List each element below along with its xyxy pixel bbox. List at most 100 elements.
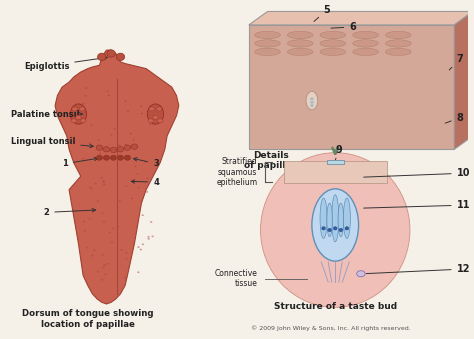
Ellipse shape	[385, 48, 411, 56]
Ellipse shape	[287, 48, 313, 56]
Text: Lingual tonsil: Lingual tonsil	[11, 137, 93, 148]
Ellipse shape	[320, 40, 346, 47]
Ellipse shape	[148, 119, 154, 123]
Ellipse shape	[84, 112, 86, 113]
Ellipse shape	[93, 250, 96, 251]
Ellipse shape	[328, 228, 331, 232]
Ellipse shape	[124, 100, 127, 102]
Polygon shape	[249, 12, 473, 25]
Ellipse shape	[149, 123, 151, 125]
Ellipse shape	[353, 48, 378, 56]
Text: Palatine tonsil: Palatine tonsil	[11, 111, 82, 119]
Ellipse shape	[385, 40, 411, 47]
Ellipse shape	[108, 95, 110, 96]
Ellipse shape	[255, 31, 280, 39]
Ellipse shape	[72, 107, 77, 111]
Ellipse shape	[99, 153, 101, 154]
Ellipse shape	[134, 158, 137, 159]
Ellipse shape	[306, 91, 318, 110]
Ellipse shape	[80, 119, 86, 123]
Ellipse shape	[345, 227, 349, 230]
Text: © 2009 John Wiley & Sons, Inc. All rights reserved.: © 2009 John Wiley & Sons, Inc. All right…	[251, 325, 411, 331]
Ellipse shape	[120, 249, 123, 251]
Ellipse shape	[89, 218, 91, 220]
Ellipse shape	[130, 133, 132, 134]
Polygon shape	[55, 50, 179, 304]
FancyBboxPatch shape	[249, 25, 454, 149]
Ellipse shape	[110, 147, 117, 153]
Ellipse shape	[320, 31, 346, 39]
Ellipse shape	[104, 274, 107, 275]
Ellipse shape	[86, 247, 89, 248]
Ellipse shape	[287, 31, 313, 39]
Ellipse shape	[125, 252, 128, 254]
Ellipse shape	[261, 153, 410, 307]
Ellipse shape	[70, 104, 87, 124]
Ellipse shape	[255, 48, 280, 56]
Ellipse shape	[140, 105, 142, 107]
Ellipse shape	[327, 203, 332, 237]
Ellipse shape	[102, 180, 105, 182]
Ellipse shape	[97, 139, 100, 141]
Ellipse shape	[124, 155, 130, 160]
Ellipse shape	[76, 115, 81, 119]
Ellipse shape	[125, 185, 128, 186]
Ellipse shape	[156, 107, 162, 111]
Polygon shape	[454, 12, 473, 149]
Ellipse shape	[103, 184, 105, 185]
Ellipse shape	[110, 155, 117, 160]
Ellipse shape	[310, 98, 313, 100]
Ellipse shape	[141, 113, 143, 114]
Ellipse shape	[96, 145, 103, 150]
Ellipse shape	[339, 228, 343, 232]
Ellipse shape	[118, 155, 124, 160]
Ellipse shape	[146, 178, 149, 179]
Ellipse shape	[103, 181, 105, 183]
Ellipse shape	[103, 264, 106, 266]
Ellipse shape	[353, 31, 378, 39]
Text: Connective
tissue: Connective tissue	[214, 269, 257, 288]
Ellipse shape	[103, 221, 105, 222]
Ellipse shape	[85, 87, 88, 89]
Text: Dorsum of tongue showing
location of papillae: Dorsum of tongue showing location of pap…	[22, 310, 154, 329]
Ellipse shape	[110, 134, 113, 136]
Ellipse shape	[147, 236, 150, 238]
Ellipse shape	[137, 272, 139, 273]
Ellipse shape	[125, 258, 128, 260]
Ellipse shape	[111, 241, 113, 243]
Ellipse shape	[134, 165, 137, 167]
Text: Details
of papillae: Details of papillae	[245, 151, 298, 171]
FancyBboxPatch shape	[327, 160, 344, 164]
Ellipse shape	[94, 183, 97, 184]
Ellipse shape	[103, 155, 109, 160]
Ellipse shape	[82, 158, 84, 160]
Ellipse shape	[107, 90, 109, 92]
Text: 7: 7	[449, 54, 464, 70]
Text: 4: 4	[131, 178, 159, 187]
Ellipse shape	[312, 189, 358, 261]
Ellipse shape	[137, 187, 139, 188]
Text: Epiglottis: Epiglottis	[24, 56, 107, 71]
Ellipse shape	[338, 203, 344, 237]
Ellipse shape	[107, 50, 115, 57]
Ellipse shape	[118, 200, 121, 202]
Ellipse shape	[132, 139, 135, 141]
Text: 5: 5	[314, 5, 330, 21]
Text: 3: 3	[134, 158, 159, 168]
Ellipse shape	[127, 111, 129, 112]
Text: 9: 9	[335, 145, 342, 160]
Ellipse shape	[320, 198, 327, 238]
Ellipse shape	[97, 200, 99, 202]
Ellipse shape	[140, 249, 142, 251]
Ellipse shape	[101, 254, 104, 256]
Ellipse shape	[91, 255, 93, 257]
Ellipse shape	[112, 227, 114, 229]
Ellipse shape	[147, 238, 150, 240]
Ellipse shape	[89, 142, 91, 144]
Ellipse shape	[109, 232, 111, 233]
Ellipse shape	[322, 227, 326, 230]
Text: Stratified
squamous
epithelium: Stratified squamous epithelium	[216, 157, 257, 187]
Ellipse shape	[152, 236, 154, 237]
Ellipse shape	[287, 40, 313, 47]
Ellipse shape	[101, 213, 104, 214]
